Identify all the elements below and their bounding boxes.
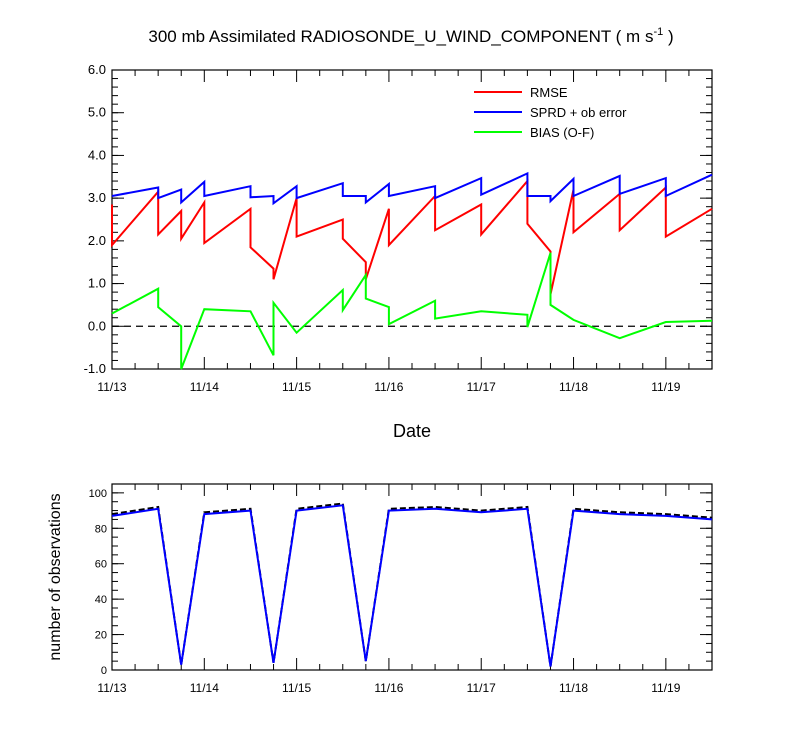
main-panel: 11/13 11/14 11/15 11/16 11/17 11/18 11/19 -1.0 0… bbox=[84, 62, 713, 441]
series-line-bias-o-f bbox=[111, 252, 713, 370]
x-tick-label: 11/19 bbox=[651, 681, 680, 695]
legend-label: SPRD + ob error bbox=[530, 105, 627, 120]
legend-label: RMSE bbox=[530, 85, 568, 100]
y-tick-label: 80 bbox=[95, 523, 107, 535]
y-tick-label: 40 bbox=[95, 594, 107, 606]
y-tick-label: 100 bbox=[89, 488, 107, 500]
x-tick-label: 11/16 bbox=[374, 380, 403, 394]
y-tick-label: 4.0 bbox=[88, 147, 106, 162]
y-tick-label: -1.0 bbox=[84, 361, 106, 376]
x-tick-label: 11/17 bbox=[467, 380, 496, 394]
y-tick-label: 60 bbox=[95, 559, 107, 571]
y-tick-label: 0 bbox=[101, 665, 107, 677]
series-line-observations bbox=[111, 504, 713, 667]
series-line-sprd-ob-error bbox=[111, 171, 713, 206]
x-tick-label: 11/19 bbox=[651, 380, 680, 394]
x-tick-label: 11/13 bbox=[97, 681, 126, 695]
y-tick-label: 0.0 bbox=[88, 318, 106, 333]
legend-label: BIAS (O-F) bbox=[530, 125, 594, 140]
x-tick-label: 11/16 bbox=[374, 681, 403, 695]
x-axis-label: Date bbox=[393, 421, 431, 441]
x-tick-label: 11/17 bbox=[467, 681, 496, 695]
x-tick-label: 11/18 bbox=[559, 681, 588, 695]
x-tick-label: 11/15 bbox=[282, 380, 311, 394]
x-tick-label: 11/15 bbox=[282, 681, 311, 695]
y-tick-label: 5.0 bbox=[88, 105, 106, 120]
observations-panel: 11/13 11/14 11/15 11/16 11/17 11/18 11/19 0 20 40… bbox=[47, 483, 713, 695]
y-axis-label: number of observations bbox=[47, 493, 64, 660]
y-tick-label: 20 bbox=[95, 630, 107, 642]
y-tick-label: 2.0 bbox=[88, 233, 106, 248]
y-tick-label: 1.0 bbox=[88, 276, 106, 291]
x-tick-label: 11/14 bbox=[190, 380, 219, 394]
x-tick-label: 11/14 bbox=[190, 681, 219, 695]
y-tick-label: 3.0 bbox=[88, 190, 106, 205]
x-tick-label: 11/13 bbox=[97, 380, 126, 394]
chart-title: 300 mb Assimilated RADIOSONDE_U_WIND_COM… bbox=[148, 26, 673, 46]
x-tick-label: 11/18 bbox=[559, 380, 588, 394]
y-tick-label: 6.0 bbox=[88, 62, 106, 77]
series-line-rmse bbox=[111, 178, 713, 295]
